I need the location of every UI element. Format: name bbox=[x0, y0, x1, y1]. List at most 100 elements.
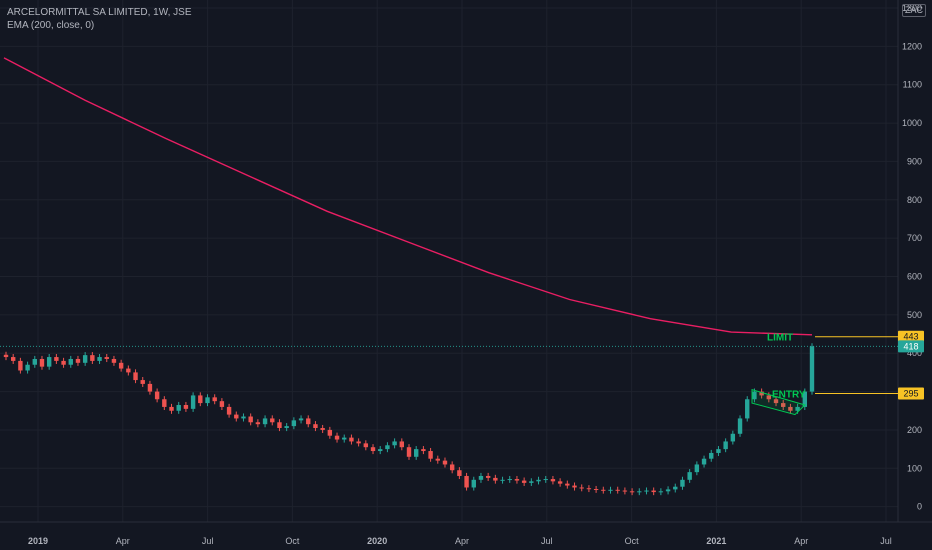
candle-body bbox=[809, 346, 815, 392]
candle-body bbox=[154, 391, 160, 400]
x-tick-label: Oct bbox=[625, 536, 640, 546]
y-tick-label: 0 bbox=[917, 502, 922, 512]
candle-body bbox=[601, 489, 606, 491]
candle-body bbox=[169, 406, 174, 411]
candle-body bbox=[219, 401, 225, 407]
candle-body bbox=[97, 357, 102, 361]
candle-body bbox=[226, 406, 232, 415]
candle-body bbox=[478, 475, 484, 480]
candle-body bbox=[306, 418, 311, 425]
candle-body bbox=[579, 487, 584, 489]
candle-body bbox=[781, 403, 786, 407]
candle-body bbox=[25, 364, 30, 371]
level-annotation: LIMIT bbox=[767, 333, 793, 344]
currency-badge: ZAC bbox=[902, 4, 926, 17]
candle-body bbox=[32, 358, 37, 365]
candle-body bbox=[507, 479, 512, 481]
candle-body bbox=[493, 477, 498, 481]
chart-legend: ARCELORMITTAL SA LIMITED, 1W, JSE EMA (2… bbox=[7, 6, 191, 32]
y-tick-label: 100 bbox=[907, 463, 922, 473]
candle-body bbox=[183, 405, 189, 409]
y-tick-label: 700 bbox=[907, 233, 922, 243]
x-tick-label: Apr bbox=[455, 536, 469, 546]
level-annotation: ENTRY bbox=[772, 390, 806, 401]
candle-body bbox=[147, 383, 153, 392]
x-tick-label: 2019 bbox=[28, 536, 48, 546]
candle-body bbox=[378, 449, 383, 452]
y-tick-label: 200 bbox=[907, 425, 922, 435]
candle-body bbox=[464, 475, 469, 488]
x-tick-label: Oct bbox=[285, 536, 300, 546]
candle-body bbox=[262, 418, 268, 425]
last-price-badge-label: 418 bbox=[903, 341, 918, 351]
x-tick-label: Jul bbox=[880, 536, 892, 546]
candle-body bbox=[773, 399, 779, 404]
candle-body bbox=[327, 429, 333, 436]
candle-body bbox=[529, 481, 534, 483]
candle-body bbox=[133, 372, 138, 381]
candle-body bbox=[270, 418, 275, 423]
y-tick-label: 1300 bbox=[902, 3, 922, 13]
candle-body bbox=[413, 449, 419, 457]
candle-body bbox=[701, 458, 707, 465]
candle-body bbox=[637, 491, 642, 493]
x-tick-label: Jul bbox=[202, 536, 214, 546]
candle-body bbox=[622, 490, 628, 492]
candle-body bbox=[723, 441, 728, 450]
candle-body bbox=[248, 416, 253, 423]
candle-body bbox=[752, 391, 757, 400]
indicator-label[interactable]: EMA (200, close, 0) bbox=[7, 20, 95, 31]
candle-body bbox=[658, 491, 664, 493]
candle-body bbox=[82, 355, 88, 363]
y-tick-label: 400 bbox=[907, 348, 922, 358]
candle-body bbox=[745, 399, 750, 419]
candle-body bbox=[75, 358, 81, 363]
candle-body bbox=[665, 489, 671, 492]
candle-body bbox=[277, 422, 282, 429]
candle-body bbox=[471, 479, 476, 488]
candle-body bbox=[284, 426, 289, 429]
candle-body bbox=[3, 354, 9, 358]
price-badge bbox=[898, 387, 924, 400]
candle-body bbox=[709, 452, 714, 459]
candle-body bbox=[543, 479, 548, 481]
candle-body bbox=[673, 486, 678, 490]
candle-body bbox=[608, 489, 613, 491]
candle-body bbox=[428, 451, 433, 459]
candle-body bbox=[550, 479, 556, 482]
candle-body bbox=[759, 391, 764, 396]
candle-body bbox=[694, 464, 700, 473]
last-price-badge bbox=[898, 340, 924, 353]
entry-channel bbox=[751, 388, 806, 416]
candle-body bbox=[205, 397, 210, 404]
candle-body bbox=[449, 464, 455, 471]
y-tick-label: 1100 bbox=[903, 80, 922, 90]
candle-body bbox=[356, 441, 361, 444]
y-tick-label: 1200 bbox=[902, 41, 922, 51]
candle-body bbox=[320, 428, 325, 430]
y-tick-label: 500 bbox=[907, 310, 922, 320]
candle-body bbox=[435, 458, 440, 461]
candle-body bbox=[572, 485, 577, 488]
candle-body bbox=[140, 380, 145, 384]
candle-body bbox=[176, 405, 181, 411]
candle-body bbox=[406, 447, 412, 457]
candle-body bbox=[255, 422, 261, 425]
candle-body bbox=[399, 441, 405, 448]
x-tick-label: Apr bbox=[116, 536, 130, 546]
candle-body bbox=[737, 418, 743, 434]
candle-body bbox=[162, 399, 167, 407]
candle-body bbox=[90, 355, 95, 361]
candle-body bbox=[61, 360, 66, 365]
candle-body bbox=[802, 391, 808, 407]
candle-body bbox=[46, 357, 52, 367]
candle-body bbox=[212, 397, 217, 402]
candle-body bbox=[557, 481, 563, 484]
symbol-title[interactable]: ARCELORMITTAL SA LIMITED, 1W, JSE bbox=[7, 7, 192, 18]
candle-body bbox=[111, 358, 117, 363]
candle-body bbox=[629, 491, 635, 493]
candle-body bbox=[104, 357, 109, 359]
